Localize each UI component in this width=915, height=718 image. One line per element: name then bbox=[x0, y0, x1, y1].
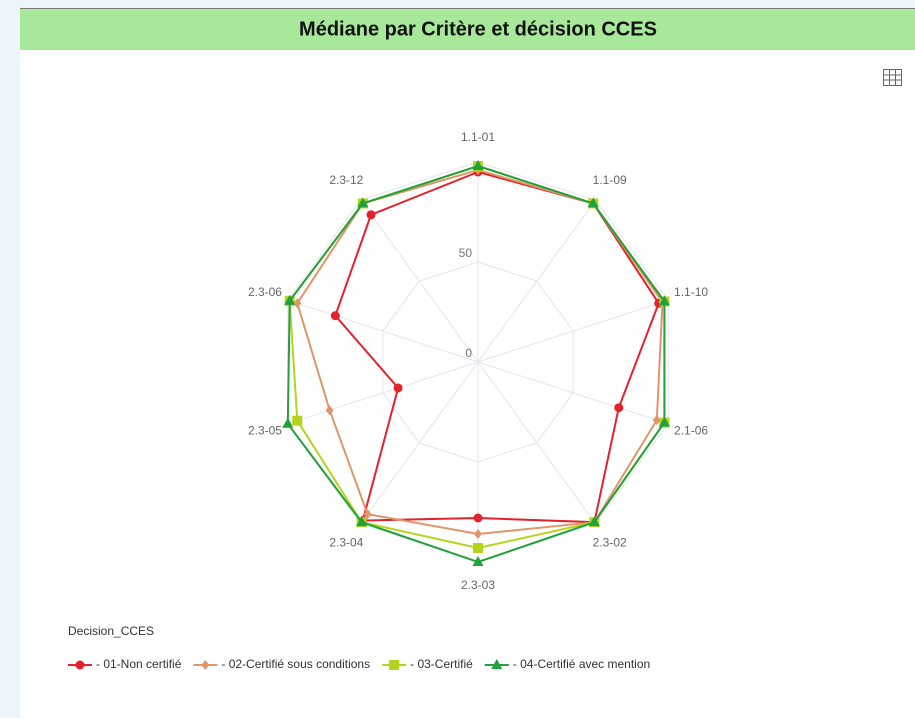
marker bbox=[284, 294, 296, 305]
legend-label: - 04-Certifié avec mention bbox=[513, 657, 650, 671]
tick-label: 0 bbox=[465, 346, 472, 360]
marker bbox=[330, 311, 340, 321]
marker bbox=[652, 415, 661, 426]
tick-label: 50 bbox=[459, 246, 473, 260]
spoke bbox=[287, 299, 479, 363]
marker bbox=[658, 295, 670, 306]
legend-marker bbox=[389, 660, 400, 670]
marker bbox=[393, 383, 403, 393]
legend-label: - 01-Non certifié bbox=[96, 657, 182, 671]
marker bbox=[366, 210, 376, 220]
axis-label: 2.3-04 bbox=[329, 535, 363, 549]
axis-label: 1.1-01 bbox=[461, 130, 495, 144]
table-icon[interactable] bbox=[883, 69, 902, 86]
axis-label: 2.3-05 bbox=[248, 423, 282, 437]
axis-label: 2.3-02 bbox=[593, 535, 627, 549]
spoke bbox=[477, 299, 669, 363]
marker bbox=[614, 403, 624, 413]
legend-label: - 02-Certifié sous conditions bbox=[221, 657, 370, 671]
title-bar bbox=[20, 8, 915, 50]
spoke bbox=[477, 361, 669, 425]
marker bbox=[363, 509, 372, 520]
axis-label: 2.3-03 bbox=[461, 578, 495, 592]
marker bbox=[292, 415, 303, 426]
chart-title: Médiane par Critère et décision CCES bbox=[299, 18, 657, 40]
panel bbox=[20, 8, 915, 718]
marker bbox=[474, 529, 482, 539]
axis-label: 1.1-09 bbox=[593, 173, 627, 187]
legend-marker bbox=[201, 660, 210, 670]
marker bbox=[472, 160, 484, 170]
marker bbox=[325, 405, 334, 416]
marker bbox=[357, 197, 369, 208]
marker bbox=[587, 197, 599, 208]
marker bbox=[473, 543, 483, 553]
legend-marker bbox=[75, 660, 85, 670]
legend-label: - 03-Certifié bbox=[410, 657, 473, 671]
marker bbox=[658, 416, 670, 427]
legend-title: Decision_CCES bbox=[68, 624, 154, 638]
spoke bbox=[477, 199, 596, 363]
spoke bbox=[360, 199, 479, 363]
spoke bbox=[360, 361, 479, 525]
marker bbox=[293, 298, 302, 309]
axis-label: 2.1-06 bbox=[674, 423, 708, 437]
axis-label: 1.1-10 bbox=[674, 285, 708, 299]
marker bbox=[282, 417, 294, 428]
legend-marker bbox=[491, 659, 503, 669]
marker bbox=[356, 516, 368, 527]
spoke bbox=[287, 361, 479, 425]
marker bbox=[472, 556, 484, 566]
axis-label: 2.3-12 bbox=[329, 173, 363, 187]
marker bbox=[473, 513, 483, 523]
marker bbox=[588, 516, 600, 527]
spoke bbox=[477, 361, 596, 525]
axis-label: 2.3-06 bbox=[248, 285, 282, 299]
